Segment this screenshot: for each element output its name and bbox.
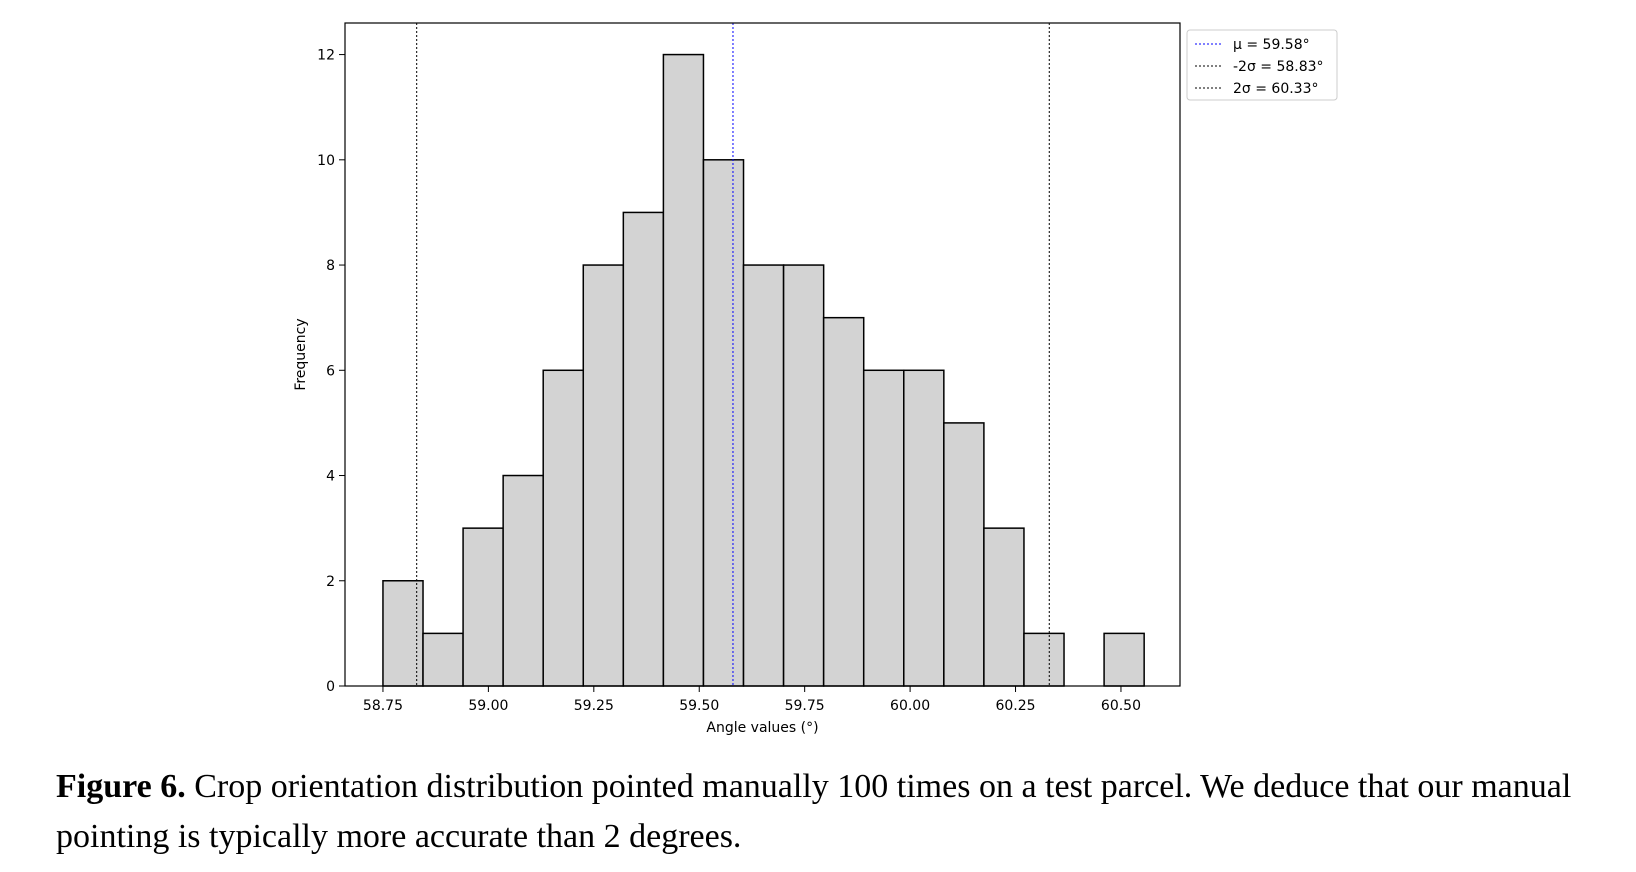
y-tick-label: 0 xyxy=(326,679,335,695)
legend-entry-label: -2σ = 58.83° xyxy=(1233,59,1324,75)
x-tick-label: 60.25 xyxy=(995,698,1035,714)
x-tick-label: 59.25 xyxy=(574,698,614,714)
y-axis-ticks: 0 2 4 6 8 10 12 xyxy=(317,48,345,695)
y-tick-label: 2 xyxy=(326,574,335,590)
x-axis-ticks: 58.75 59.00 59.25 59.50 59.75 60.00 60.25 60.50 xyxy=(363,686,1141,714)
figure-caption: Figure 6. Crop orientation distribution … xyxy=(56,762,1596,862)
x-tick-label: 59.00 xyxy=(468,698,508,714)
plot-frame xyxy=(344,22,1181,687)
histogram-bar xyxy=(742,264,785,687)
histogram-bar xyxy=(462,527,504,687)
y-tick-label: 6 xyxy=(326,363,335,379)
x-tick-label: 60.00 xyxy=(890,698,930,714)
legend-entry-label: 2σ = 60.33° xyxy=(1233,81,1319,97)
legend-entry-label: μ = 59.58° xyxy=(1233,37,1310,53)
y-tick-label: 12 xyxy=(317,48,335,64)
histogram-bars xyxy=(382,53,1145,687)
histogram-bar xyxy=(702,159,745,687)
histogram-bar xyxy=(903,369,945,687)
x-axis-title: Angle values (°) xyxy=(706,720,818,736)
caption-text: Crop orientation distribution pointed ma… xyxy=(56,768,1572,855)
x-tick-label: 59.50 xyxy=(679,698,719,714)
histogram-bar xyxy=(1023,632,1065,687)
histogram-bar xyxy=(422,632,464,687)
figure-label: Figure 6. xyxy=(56,768,186,805)
histogram-bar xyxy=(382,580,424,687)
histogram-bar xyxy=(943,422,985,687)
histogram-bar xyxy=(662,53,705,687)
histogram-bar xyxy=(542,369,585,687)
x-tick-label: 59.75 xyxy=(785,698,825,714)
y-axis-title: Frequency xyxy=(293,318,309,390)
y-tick-label: 8 xyxy=(326,258,335,274)
histogram-bar xyxy=(1103,632,1145,687)
y-tick-label: 4 xyxy=(326,469,335,485)
histogram-bar xyxy=(862,369,905,687)
x-tick-label: 60.50 xyxy=(1101,698,1141,714)
legend-box xyxy=(1186,29,1338,101)
reference-lines xyxy=(416,23,1050,686)
y-tick-label: 10 xyxy=(317,153,335,169)
histogram-bar xyxy=(822,316,865,687)
histogram-bar xyxy=(502,474,544,687)
x-tick-label: 58.75 xyxy=(363,698,403,714)
histogram-bar xyxy=(782,264,825,687)
histogram-bar xyxy=(582,264,625,687)
legend: μ = 59.58° -2σ = 58.83° 2σ = 60.33° xyxy=(1186,29,1338,101)
histogram-bar xyxy=(622,211,665,687)
histogram-bar xyxy=(983,527,1025,687)
